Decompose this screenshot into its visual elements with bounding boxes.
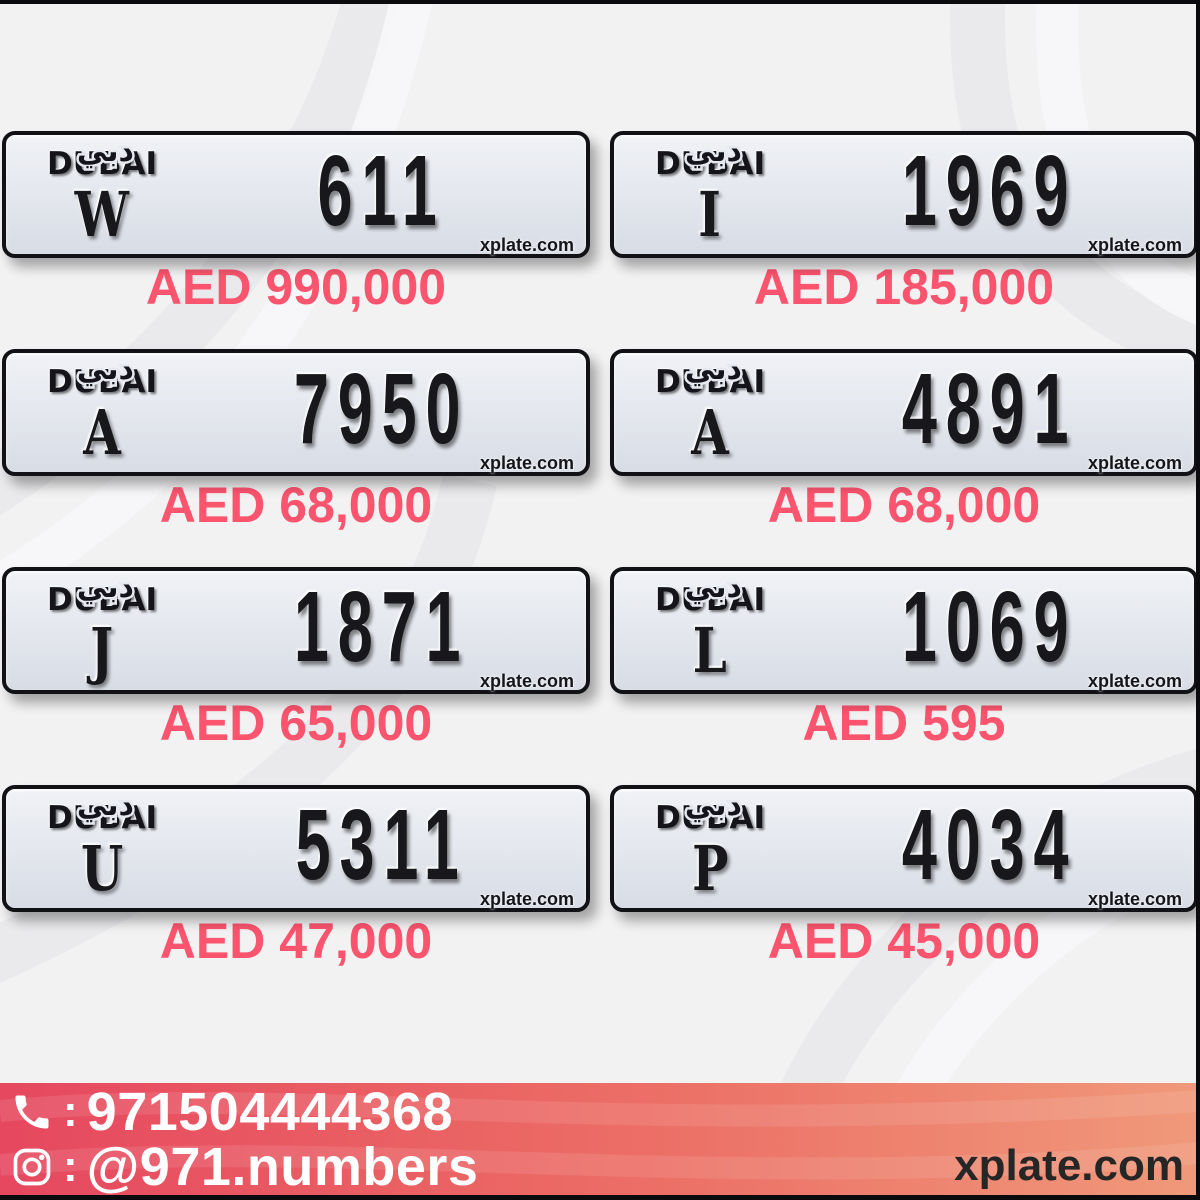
plate-price: AED 45,000 bbox=[767, 913, 1041, 969]
contact-block: : 971504444368 : @971.numbers bbox=[10, 1083, 478, 1196]
phone-row: : 971504444368 bbox=[10, 1082, 478, 1143]
dubai-logo-latin: DUBAI bbox=[654, 364, 766, 400]
plate-emirate-block: DUBAI دبي دبي J bbox=[6, 568, 186, 690]
dubai-logo-arabic: دبي bbox=[76, 134, 134, 169]
plate-listing: DUBAI دبي دبي A 4891 xplate.com AED 68,0… bbox=[610, 349, 1198, 530]
plate-letter-code: A bbox=[691, 396, 729, 469]
plate-letter-code: J bbox=[90, 614, 114, 687]
plate-watermark: xplate.com bbox=[479, 889, 574, 909]
plate-watermark: xplate.com bbox=[1087, 453, 1182, 473]
plate-letter-code: U bbox=[80, 832, 124, 905]
dubai-logo-latin: DUBAI bbox=[654, 582, 766, 618]
dubai-logo: DUBAI دبي دبي bbox=[654, 132, 766, 185]
license-plate: DUBAI دبي دبي W 611 xplate.com bbox=[2, 131, 590, 258]
plate-letter-code: P bbox=[691, 832, 729, 905]
instagram-row: : @971.numbers bbox=[10, 1136, 479, 1197]
dubai-logo-arabic-outline: دبي bbox=[682, 132, 744, 172]
plate-number: 1069 bbox=[901, 571, 1078, 683]
license-plate: DUBAI دبي دبي P 4034 xplate.com bbox=[610, 785, 1198, 912]
site-url: xplate.com bbox=[954, 1141, 1184, 1190]
plate-emirate-block: DUBAI دبي دبي I bbox=[614, 132, 794, 254]
plate-listing: DUBAI دبي دبي P 4034 xplate.com AED 45,0… bbox=[610, 785, 1198, 966]
dubai-logo-arabic-outline: دبي bbox=[682, 350, 744, 390]
contact-banner: : 971504444368 : @971.numbers xplate.com bbox=[0, 1083, 1200, 1196]
plate-listing: DUBAI دبي دبي L 1069 xplate.com AED 595 bbox=[610, 567, 1198, 748]
plate-price: AED 68,000 bbox=[159, 477, 433, 533]
plate-listing: DUBAI دبي دبي A 7950 xplate.com AED 68,0… bbox=[2, 349, 590, 530]
frame-border-bottom bbox=[0, 1195, 1200, 1200]
license-plate: DUBAI دبي دبي L 1069 xplate.com bbox=[610, 567, 1198, 694]
plate-listing: DUBAI دبي دبي I 1969 xplate.com AED 185,… bbox=[610, 131, 1198, 312]
license-plate: DUBAI دبي دبي I 1969 xplate.com bbox=[610, 131, 1198, 258]
frame-border-top bbox=[0, 0, 1200, 4]
plate-number: 611 bbox=[317, 135, 446, 247]
license-plate: DUBAI دبي دبي U 5311 xplate.com bbox=[2, 785, 590, 912]
frame-border-right bbox=[1196, 0, 1200, 1200]
phone-number: 971504444368 bbox=[86, 1082, 454, 1143]
plate-letter-code: A bbox=[83, 396, 121, 469]
plate-emirate-block: DUBAI دبي دبي W bbox=[6, 132, 186, 254]
dubai-logo: DUBAI دبي دبي bbox=[654, 568, 766, 621]
instagram-handle: @971.numbers bbox=[86, 1136, 479, 1197]
dubai-logo-arabic: دبي bbox=[76, 570, 134, 605]
plate-price: AED 990,000 bbox=[145, 259, 447, 315]
plate-price: AED 65,000 bbox=[159, 695, 433, 751]
plate-watermark: xplate.com bbox=[479, 235, 574, 255]
dubai-logo-latin: DUBAI bbox=[654, 146, 766, 182]
plate-number: 4034 bbox=[901, 789, 1078, 901]
license-plate: DUBAI دبي دبي A 7950 xplate.com bbox=[2, 349, 590, 476]
dubai-logo-arabic: دبي bbox=[76, 352, 134, 387]
dubai-logo-arabic-outline: دبي bbox=[682, 786, 744, 826]
plate-watermark: xplate.com bbox=[479, 671, 574, 691]
plate-listing: DUBAI دبي دبي U 5311 xplate.com AED 47,0… bbox=[2, 785, 590, 966]
plate-price: AED 595 bbox=[802, 695, 1006, 751]
plate-letter-code: W bbox=[74, 178, 130, 251]
plate-number: 7950 bbox=[293, 353, 470, 465]
plate-listing: DUBAI دبي دبي J 1871 xplate.com AED 65,0… bbox=[2, 567, 590, 748]
phone-separator: : bbox=[63, 1087, 78, 1137]
plate-watermark: xplate.com bbox=[479, 453, 574, 473]
dubai-logo-arabic: دبي bbox=[684, 788, 742, 823]
plate-emirate-block: DUBAI دبي دبي L bbox=[614, 568, 794, 690]
plate-price: AED 47,000 bbox=[159, 913, 433, 969]
license-plate: DUBAI دبي دبي A 4891 xplate.com bbox=[610, 349, 1198, 476]
plate-letter-code: L bbox=[692, 614, 728, 687]
plate-number: 5311 bbox=[295, 789, 468, 901]
plate-watermark: xplate.com bbox=[1087, 235, 1182, 255]
plate-emirate-block: DUBAI دبي دبي A bbox=[6, 350, 186, 472]
plate-emirate-block: DUBAI دبي دبي P bbox=[614, 786, 794, 908]
plate-price: AED 68,000 bbox=[767, 477, 1041, 533]
dubai-logo-arabic: دبي bbox=[684, 134, 742, 169]
plate-number: 1871 bbox=[293, 571, 470, 683]
dubai-logo-arabic: دبي bbox=[684, 570, 742, 605]
plate-watermark: xplate.com bbox=[1087, 889, 1182, 909]
plate-listing: DUBAI دبي دبي W 611 xplate.com AED 990,0… bbox=[2, 131, 590, 312]
dubai-logo-arabic: دبي bbox=[684, 352, 742, 387]
license-plate: DUBAI دبي دبي J 1871 xplate.com bbox=[2, 567, 590, 694]
plate-number: 1969 bbox=[901, 135, 1078, 247]
plate-letter-code: I bbox=[698, 178, 722, 251]
dubai-logo: DUBAI دبي دبي bbox=[654, 350, 766, 403]
plate-emirate-block: DUBAI دبي دبي U bbox=[6, 786, 186, 908]
dubai-logo-arabic: دبي bbox=[76, 788, 134, 823]
plate-price: AED 185,000 bbox=[753, 259, 1055, 315]
instagram-icon bbox=[10, 1145, 54, 1189]
phone-icon bbox=[10, 1090, 54, 1134]
dubai-logo-arabic-outline: دبي bbox=[682, 568, 744, 608]
instagram-separator: : bbox=[63, 1141, 78, 1191]
plate-watermark: xplate.com bbox=[1087, 671, 1182, 691]
plate-grid: DUBAI دبي دبي W 611 xplate.com AED 990,0… bbox=[2, 131, 1198, 966]
plate-number: 4891 bbox=[901, 353, 1078, 465]
plate-emirate-block: DUBAI دبي دبي A bbox=[614, 350, 794, 472]
